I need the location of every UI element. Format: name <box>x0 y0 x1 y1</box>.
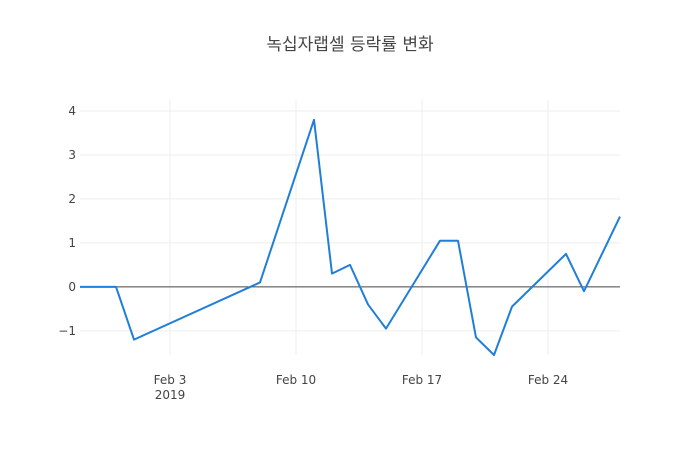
y-tick-label: −1 <box>58 324 76 338</box>
data-point <box>439 240 441 242</box>
y-tick-label: 0 <box>68 280 76 294</box>
data-point <box>97 286 99 288</box>
series-layer <box>79 118 621 356</box>
data-point <box>493 354 495 356</box>
y-tick-label: 3 <box>68 148 76 162</box>
x-tick-sublabel: 2019 <box>155 388 186 402</box>
data-point <box>259 281 261 283</box>
data-point <box>619 216 621 218</box>
y-tick-label: 2 <box>68 192 76 206</box>
y-axis-ticks: −1 0 1 2 3 4 <box>58 104 76 338</box>
x-tick-label: Feb 10 <box>276 373 316 387</box>
data-point <box>385 328 387 330</box>
y-tick-label: 1 <box>68 236 76 250</box>
chart-title: 녹십자랩셀 등락률 변화 <box>266 35 434 55</box>
data-point <box>475 336 477 338</box>
x-tick-label: Feb 24 <box>528 373 568 387</box>
x-tick-label: Feb 17 <box>402 373 442 387</box>
data-point <box>367 303 369 305</box>
data-point <box>331 273 333 275</box>
data-point <box>511 306 513 308</box>
data-point <box>115 286 117 288</box>
data-point <box>349 264 351 266</box>
data-point <box>313 119 315 121</box>
data-point <box>565 253 567 255</box>
data-point <box>133 339 135 341</box>
grid-layer <box>80 100 620 355</box>
x-tick-label: Feb 3 <box>154 373 187 387</box>
data-point <box>457 240 459 242</box>
y-tick-label: 4 <box>68 104 76 118</box>
series-line <box>80 118 621 356</box>
data-point <box>583 290 585 292</box>
data-point <box>79 286 81 288</box>
